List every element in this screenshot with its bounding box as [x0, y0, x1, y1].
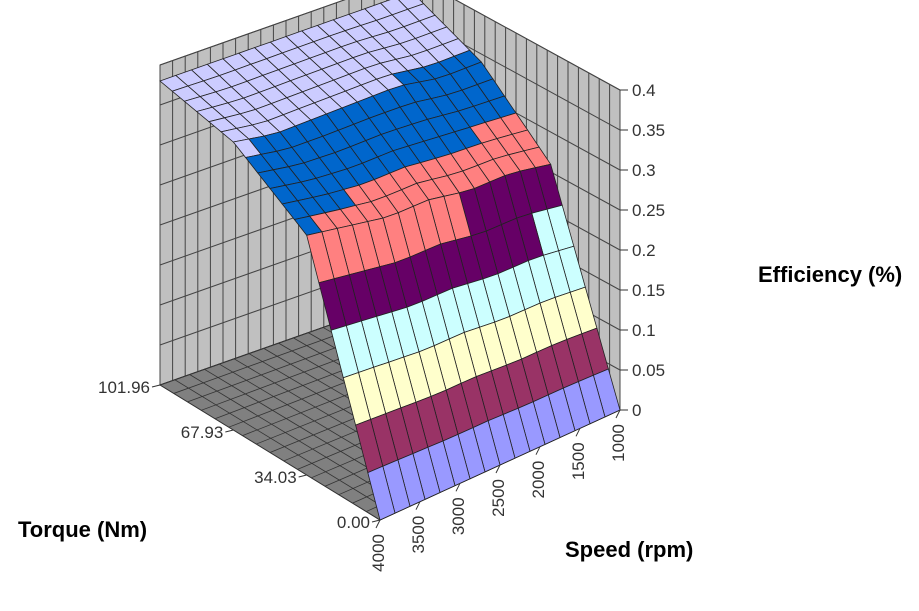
torque-tick-label: 67.93 — [181, 423, 224, 442]
speed-tick-mark — [615, 409, 621, 419]
z-tick-label: 0.05 — [632, 361, 665, 380]
speed-tick-label: 3000 — [449, 497, 468, 535]
speed-tick-mark — [415, 501, 421, 510]
z-axis-title: Efficiency (%) — [758, 262, 902, 287]
speed-tick-label: 4000 — [369, 534, 388, 572]
z-tick-label: 0.2 — [632, 241, 656, 260]
speed-tick-label: 3500 — [409, 516, 428, 554]
z-tick-label: 0.35 — [632, 121, 665, 140]
z-tick-label: 0 — [632, 401, 641, 420]
z-tick-label: 0.25 — [632, 201, 665, 220]
torque-tick-mark — [298, 474, 307, 478]
z-axis-ticks: 0 0.05 0.1 0.15 0.2 0.25 0.3 0.35 0.4 — [620, 81, 665, 420]
speed-tick-mark — [535, 446, 541, 455]
speed-tick-mark — [455, 483, 461, 492]
torque-tick-mark — [225, 429, 234, 433]
torque-tick-label: 0.00 — [337, 513, 370, 532]
speed-tick-label: 2000 — [529, 461, 548, 499]
efficiency-surface — [159, 0, 621, 521]
z-tick-label: 0.4 — [632, 81, 656, 100]
grid-line — [159, 0, 621, 91]
speed-tick-mark — [495, 464, 501, 474]
torque-tick-mark — [371, 519, 381, 523]
speed-axis-title: Speed (rpm) — [565, 537, 693, 562]
speed-axis-ticks: 4000 3500 3000 2500 2000 1500 1000 — [369, 409, 628, 572]
speed-tick-mark — [575, 428, 581, 437]
grid-line — [174, 379, 395, 514]
z-tick-label: 0.3 — [632, 161, 656, 180]
speed-tick-label: 1000 — [609, 424, 628, 462]
z-tick-label: 0.1 — [632, 321, 656, 340]
torque-axis-ticks: 101.96 67.93 34.03 0.00 — [98, 378, 381, 532]
z-tick-label: 0.15 — [632, 281, 665, 300]
torque-tick-label: 101.96 — [98, 378, 150, 397]
torque-axis-title: Torque (Nm) — [18, 517, 147, 542]
speed-tick-label: 2500 — [489, 479, 508, 517]
torque-tick-label: 34.03 — [254, 468, 297, 487]
speed-tick-mark — [375, 519, 381, 529]
torque-tick-mark — [151, 384, 161, 388]
grid-line — [159, 384, 381, 521]
speed-tick-label: 1500 — [569, 442, 588, 480]
